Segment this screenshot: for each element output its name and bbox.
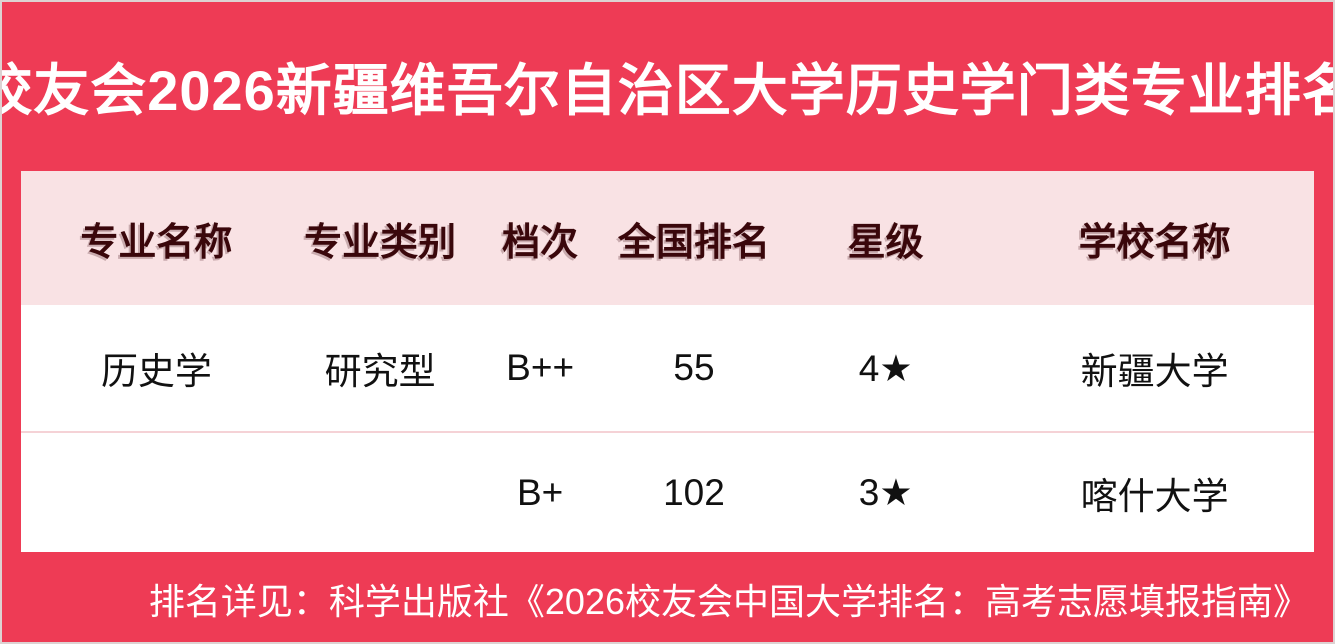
column-header-grade: 档次 <box>468 171 612 305</box>
cell-star-level: 3★ <box>776 432 996 552</box>
column-header-major-category: 专业类别 <box>291 171 469 305</box>
column-header-major-name: 专业名称 <box>21 171 292 305</box>
column-header-national-rank: 全国排名 <box>611 171 777 305</box>
page-title: 校友会2026新疆维吾尔自治区大学历史学门类专业排名 <box>0 59 1335 122</box>
ranking-table: 专业名称 专业类别 档次 全国排名 星级 学校名称 历史学 研究型 B++ 55… <box>21 171 1314 552</box>
cell-major-name: 历史学 <box>21 305 292 433</box>
footer-note: 排名详见：科学出版社《2026校友会中国大学排名：高考志愿填报指南》 <box>148 581 1309 622</box>
title-banner: 校友会2026新疆维吾尔自治区大学历史学门类专业排名 <box>2 2 1333 171</box>
cell-school-name: 喀什大学 <box>995 432 1314 552</box>
ranking-table-card: 专业名称 专业类别 档次 全国排名 星级 学校名称 历史学 研究型 B++ 55… <box>21 171 1314 552</box>
column-header-school-name: 学校名称 <box>995 171 1314 305</box>
cell-school-name: 新疆大学 <box>995 305 1314 433</box>
cell-national-rank: 102 <box>611 432 777 552</box>
cell-major-category: 研究型 <box>291 305 469 433</box>
footer: 排名详见：科学出版社《2026校友会中国大学排名：高考志愿填报指南》 <box>2 552 1333 642</box>
cell-grade: B+ <box>468 432 612 552</box>
cell-national-rank: 55 <box>611 305 777 433</box>
cell-grade: B++ <box>468 305 612 433</box>
cell-major-category <box>291 432 469 552</box>
table-row: B+ 102 3★ 喀什大学 <box>21 432 1314 552</box>
cell-major-name <box>21 432 292 552</box>
column-header-star-level: 星级 <box>776 171 996 305</box>
table-row: 历史学 研究型 B++ 55 4★ 新疆大学 <box>21 305 1314 433</box>
cell-star-level: 4★ <box>776 305 996 433</box>
table-header-row: 专业名称 专业类别 档次 全国排名 星级 学校名称 <box>21 171 1314 305</box>
